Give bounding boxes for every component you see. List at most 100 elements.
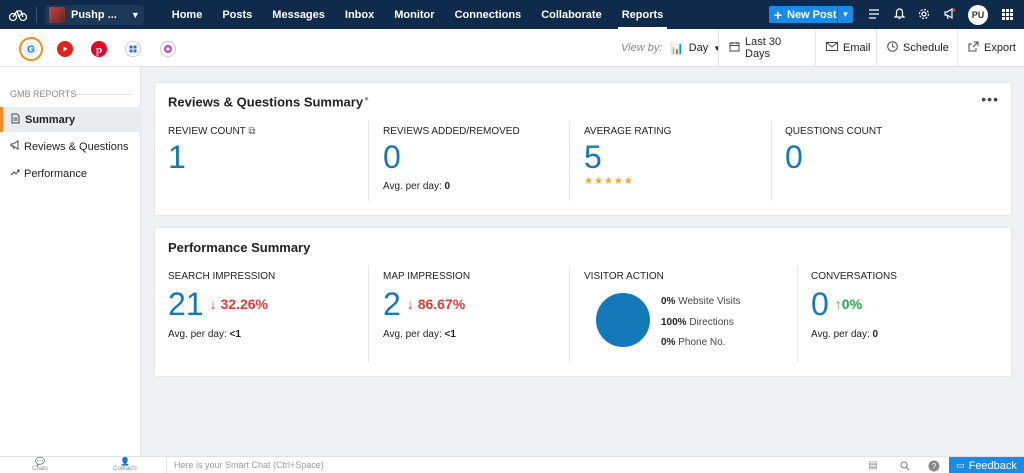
main-nav: Home Posts Messages Inbox Monitor Connec… (162, 0, 674, 29)
bell-icon[interactable] (891, 6, 907, 22)
visitor-row-website: 0% Website Visits (661, 296, 741, 307)
date-range-button[interactable]: Last 30 Days (718, 29, 815, 67)
news-icon[interactable]: ▤ (868, 460, 878, 471)
feedback-label: Feedback (968, 459, 1017, 472)
stat-value-row: 21 ↓ 32.26% (168, 287, 275, 321)
nav-messages[interactable]: Messages (272, 8, 325, 21)
divider (771, 121, 772, 201)
schedule-label: Schedule (903, 42, 949, 54)
sidebar-item-reviews-questions[interactable]: Reviews & Questions (0, 134, 141, 159)
windows-icon[interactable] (124, 40, 142, 58)
google-my-business-icon[interactable]: G (19, 37, 43, 61)
sidebar-item-performance[interactable]: Performance (0, 161, 141, 186)
sidebar-item-summary[interactable]: Summary (0, 107, 141, 132)
clock-icon (887, 41, 898, 55)
brand-avatar (49, 6, 65, 23)
chart-icon: 📊 (670, 42, 684, 55)
contacts-button[interactable]: 👤 Contacts (110, 457, 140, 473)
reviews-summary-card: Reviews & Questions Summary● ••• REVIEW … (154, 82, 1012, 216)
stat-value: 21 (168, 286, 204, 322)
nav-posts[interactable]: Posts (222, 8, 253, 21)
view-by-label: View by: (621, 42, 663, 54)
nav-home[interactable]: Home (171, 8, 203, 21)
divider (76, 94, 131, 95)
chat-icon: 💬 (35, 457, 45, 466)
arrow-up-icon: ↑ (834, 296, 842, 312)
card-title: Performance Summary (168, 240, 311, 255)
more-options-icon[interactable]: ••• (981, 91, 999, 107)
divider (569, 266, 570, 362)
nav-collaborate[interactable]: Collaborate (541, 8, 602, 21)
stat-value: 5 (584, 139, 602, 175)
contacts-label: Contacts (113, 466, 137, 472)
delta-down: ↓ 86.67% (406, 296, 466, 312)
stat-value: 2 (383, 286, 401, 322)
help-icon[interactable]: ? (927, 459, 941, 472)
stat-label: MAP IMPRESSION (383, 271, 471, 282)
stat-label: VISITOR ACTION (584, 271, 664, 282)
instagram-icon[interactable] (159, 40, 177, 58)
search-impression-stat: SEARCH IMPRESSION 21 ↓ 32.26% Avg. per d… (168, 271, 275, 340)
nav-inbox[interactable]: Inbox (344, 8, 375, 21)
trend-up-icon (10, 168, 24, 179)
user-avatar[interactable]: PU (968, 5, 988, 25)
stat-label: CONVERSATIONS (811, 271, 897, 282)
external-link-icon[interactable]: ⧉ (248, 126, 256, 137)
brand-switcher[interactable]: Pushp ... ▼ (45, 4, 144, 25)
feedback-icon: ▭ (956, 460, 965, 470)
sidebar-item-label: Summary (25, 113, 76, 126)
stat-value: 1 (168, 139, 186, 175)
divider (36, 6, 37, 23)
stat-label: REVIEW COUNT ⧉ (168, 126, 256, 137)
app-logo-icon[interactable] (0, 0, 36, 29)
pinterest-icon[interactable]: p (90, 40, 108, 58)
map-impression-stat: MAP IMPRESSION 2 ↓ 86.67% Avg. per day: … (383, 271, 470, 340)
feedback-button[interactable]: ▭ Feedback (949, 457, 1024, 473)
gear-icon[interactable] (916, 6, 932, 22)
new-post-button[interactable]: + New Post ▼ (769, 6, 853, 23)
svg-text:G: G (27, 45, 35, 56)
export-icon (968, 41, 979, 55)
stat-label: QUESTIONS COUNT (785, 126, 883, 137)
view-by-value: Day (688, 42, 709, 54)
star-rating: ★★★★★ (584, 176, 634, 187)
svg-text:?: ? (932, 462, 937, 471)
stat-value-row: 2 ↓ 86.67% (383, 287, 470, 321)
average-rating-stat: AVERAGE RATING 5 ★★★★★ (584, 126, 671, 187)
info-icon[interactable]: ● (364, 94, 369, 103)
nav-reports[interactable]: Reports (612, 0, 674, 29)
nav-connections[interactable]: Connections (454, 8, 522, 21)
sidebar-heading: GMB REPORTS (10, 89, 77, 99)
youtube-icon[interactable] (56, 40, 74, 58)
export-button[interactable]: Export (957, 29, 1024, 67)
visitor-row-directions: 100% Directions (661, 317, 734, 328)
search-icon[interactable] (898, 459, 912, 472)
brand-name: Pushp ... (71, 8, 117, 21)
stat-label: SEARCH IMPRESSION (168, 271, 276, 282)
visitor-action-stat: VISITOR ACTION (584, 271, 664, 282)
card-title: Reviews & Questions Summary● (168, 94, 369, 109)
calendar-icon (729, 41, 740, 55)
stat-value-row: 0 ↑0% (811, 287, 897, 321)
arrow-down-icon: ↓ (209, 296, 217, 312)
nav-monitor[interactable]: Monitor (394, 8, 435, 21)
chats-button[interactable]: 💬 Chats (25, 457, 55, 473)
announcement-icon[interactable] (941, 6, 957, 22)
stat-label: AVERAGE RATING (584, 126, 672, 137)
reviews-title-text: Reviews & Questions Summary (168, 94, 364, 110)
new-post-dropdown[interactable]: ▼ (837, 6, 853, 23)
svg-text:p: p (96, 44, 102, 56)
apps-grid-icon[interactable] (999, 6, 1015, 22)
avg-per-day: Avg. per day: 0 (383, 181, 451, 192)
view-by-dropdown[interactable]: 📊 Day ▼ (660, 29, 731, 67)
document-icon (11, 113, 25, 127)
schedule-button[interactable]: Schedule (876, 29, 957, 67)
email-button[interactable]: Email (815, 29, 876, 67)
stat-value: 0 (785, 139, 803, 175)
list-icon[interactable] (866, 6, 882, 22)
smart-chat-input[interactable]: Here is your Smart Chat (Ctrl+Space) (166, 457, 854, 473)
reviews-added-removed-stat: REVIEWS ADDED/REMOVED 0 Avg. per day: 0 (383, 126, 520, 192)
chats-label: Chats (32, 466, 48, 472)
questions-count-stat: QUESTIONS COUNT 0 (785, 126, 882, 174)
contact-icon: 👤 (120, 457, 130, 466)
